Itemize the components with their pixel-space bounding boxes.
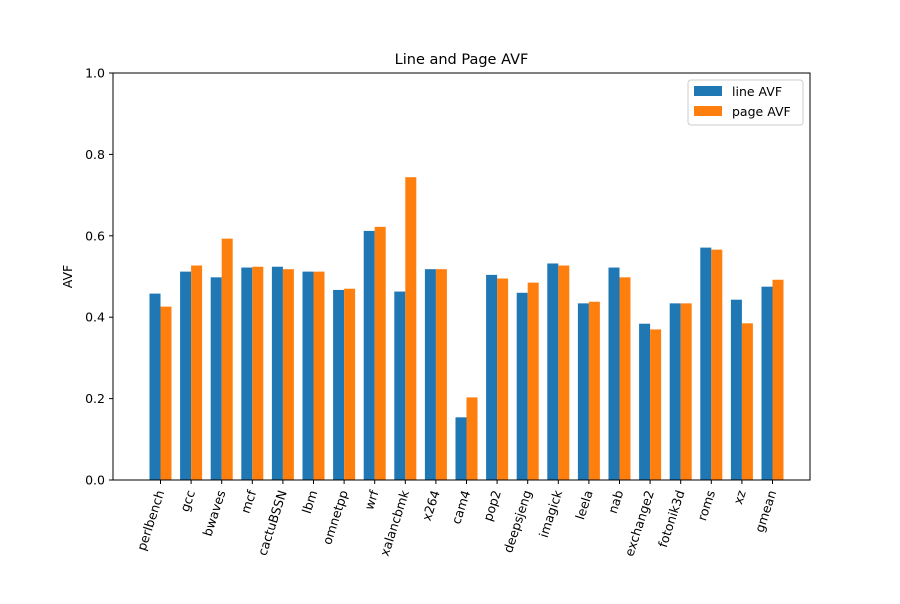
x-tick-label: lbm	[299, 488, 321, 515]
x-tick-label: exchange2	[621, 488, 656, 558]
x-tick-label: roms	[694, 488, 718, 522]
legend: line AVF page AVF	[687, 79, 804, 126]
bar-line-avf-xalancbmk	[394, 291, 406, 480]
bar-line-avf-lbm	[302, 271, 314, 480]
bar-page-avf-bwaves	[221, 238, 233, 480]
bar-line-avf-imagick	[547, 263, 559, 480]
y-axis-label: AVF	[60, 265, 75, 289]
bar-line-avf-wrf	[363, 230, 375, 480]
bar-page-avf-fotonik3d	[680, 303, 692, 480]
bar-page-avf-leela	[588, 301, 600, 480]
bar-page-avf-omnetpp	[344, 288, 356, 480]
x-tick-label: leela	[572, 488, 596, 521]
bar-line-avf-exchange2	[639, 323, 651, 480]
x-tick-label: gcc	[177, 488, 198, 513]
bar-line-avf-nab	[608, 267, 620, 480]
bar-page-avf-gmean	[772, 279, 784, 480]
bar-line-avf-roms	[700, 247, 712, 480]
bar-line-avf-xz	[730, 299, 742, 480]
bar-line-avf-fotonik3d	[669, 303, 681, 480]
bar-page-avf-x264	[435, 269, 447, 480]
x-tick-label: fotonik3d	[655, 488, 688, 549]
x-tick-label: nab	[605, 488, 627, 515]
bar-page-avf-imagick	[558, 265, 570, 480]
x-tick-label: bwaves	[200, 488, 229, 538]
bar-page-avf-perlbench	[160, 306, 172, 480]
bar-page-avf-exchange2	[650, 329, 662, 480]
x-tick-label: gmean	[752, 488, 780, 534]
bar-page-avf-lbm	[313, 271, 325, 480]
y-axis-ticks: 0.0 0.2 0.4 0.6 0.8 1.0	[85, 66, 113, 488]
bar-page-avf-cam4	[466, 397, 478, 480]
plot-frame	[112, 72, 811, 481]
bar-line-avf-gcc	[180, 271, 192, 480]
x-tick-label: cactuBSSN	[255, 488, 290, 557]
legend-swatch-line-avf	[694, 86, 722, 96]
x-tick-label: cam4	[448, 488, 473, 526]
x-tick-label: mcf	[238, 488, 260, 516]
bar-line-avf-mcf	[241, 267, 253, 480]
y-tick-label: 0.4	[85, 310, 105, 325]
bar-page-avf-xalancbmk	[405, 177, 417, 480]
bar-page-avf-nab	[619, 277, 631, 480]
x-tick-label: deepsjeng	[500, 488, 534, 554]
bar-line-avf-bwaves	[210, 277, 222, 480]
y-tick-label: 1.0	[85, 66, 105, 81]
bar-line-avf-x264	[424, 269, 436, 480]
x-tick-label: xz	[730, 488, 749, 506]
bar-page-avf-deepsjeng	[527, 282, 539, 480]
bar-line-avf-omnetpp	[333, 289, 345, 480]
legend-label-line-avf: line AVF	[732, 84, 782, 99]
bar-line-avf-perlbench	[149, 293, 161, 480]
x-tick-label: x264	[419, 488, 443, 522]
bar-page-avf-wrf	[374, 226, 386, 480]
bar-page-avf-mcf	[252, 266, 264, 480]
chart-title: Line and Page AVF	[395, 52, 529, 68]
x-tick-label: wrf	[361, 488, 382, 512]
x-tick-label: xalancbmk	[377, 488, 413, 558]
y-tick-label: 0.8	[85, 147, 105, 162]
bar-line-avf-gmean	[761, 286, 773, 480]
bar-page-avf-cactubssn	[282, 269, 294, 480]
bar-page-avf-roms	[711, 249, 723, 480]
x-tick-label: perlbench	[134, 488, 168, 552]
x-tick-label: pop2	[480, 488, 504, 523]
y-tick-label: 0.6	[85, 228, 105, 243]
bar-line-avf-cam4	[455, 417, 467, 480]
bar-line-avf-deepsjeng	[516, 292, 528, 480]
bar-line-avf-leela	[577, 303, 589, 480]
bar-page-avf-xz	[741, 323, 753, 480]
bar-page-avf-pop2	[497, 278, 509, 480]
legend-swatch-page-avf	[694, 106, 722, 116]
y-tick-label: 0.2	[85, 391, 105, 406]
bar-line-avf-cactubssn	[271, 266, 283, 480]
bar-line-avf-pop2	[486, 274, 498, 480]
bar-page-avf-gcc	[191, 265, 203, 480]
y-tick-label: 0.0	[85, 473, 105, 488]
x-tick-label: omnetpp	[319, 488, 351, 546]
x-tick-label: imagick	[536, 488, 566, 540]
bars-layer	[149, 177, 784, 480]
legend-label-page-avf: page AVF	[732, 104, 791, 119]
